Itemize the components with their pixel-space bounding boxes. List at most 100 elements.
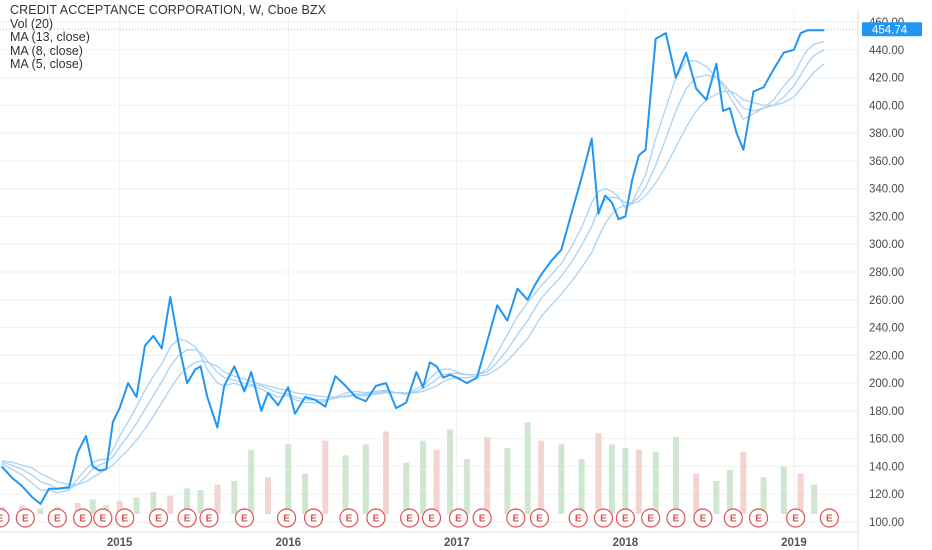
earnings-marker[interactable]: E [148, 508, 169, 528]
y-axis[interactable]: 100.00 120.00 140.00 160.00 180.00 200.00 220.… [857, 10, 904, 550]
earnings-label: E [428, 514, 435, 525]
legend-ma-5[interactable]: MA (5, close) [10, 57, 83, 71]
earnings-marker[interactable]: E [93, 508, 113, 528]
volume-bar [811, 484, 818, 514]
volume-layer [0, 422, 818, 514]
earnings-circle [506, 508, 526, 528]
volume-bar [760, 477, 767, 514]
y-tick-label: 440.00 [869, 45, 904, 57]
earnings-marker[interactable]: E [421, 508, 442, 528]
volume-bar [420, 440, 427, 514]
volume-bar [150, 492, 157, 514]
earnings-circle [748, 508, 769, 528]
earnings-layer[interactable]: EEEEEEEEEEEEEEEEEEEEEEEEEEEEEE [0, 508, 839, 528]
volume-bar [285, 444, 292, 514]
volume-bar [558, 444, 565, 514]
earnings-marker[interactable]: E [693, 508, 713, 528]
earnings-circle [115, 508, 135, 528]
volume-bar [184, 488, 191, 514]
earnings-marker[interactable]: E [234, 508, 255, 528]
earnings-marker[interactable]: E [666, 508, 686, 528]
earnings-label: E [600, 514, 607, 525]
legend-ma-8[interactable]: MA (8, close) [10, 43, 83, 58]
earnings-circle [47, 508, 67, 528]
legend-ma-13[interactable]: MA (13, close) [10, 30, 90, 44]
earnings-circle [93, 508, 113, 528]
earnings-marker[interactable]: E [199, 508, 219, 528]
x-tick-label: 2015 [107, 537, 133, 549]
earnings-label: E [22, 514, 29, 525]
volume-bar [433, 449, 440, 514]
earnings-label: E [700, 514, 707, 525]
earnings-label: E [755, 514, 762, 525]
earnings-label: E [206, 514, 213, 525]
earnings-marker[interactable]: E [615, 508, 635, 528]
earnings-label: E [826, 514, 833, 525]
earnings-marker[interactable]: E [448, 508, 469, 528]
volume-bar [403, 462, 410, 514]
earnings-marker[interactable]: E [568, 508, 588, 528]
earnings-label: E [373, 514, 380, 525]
x-axis[interactable]: 2015 2016 2017 2018 2019 [0, 531, 858, 549]
volume-bar [89, 499, 96, 514]
legend-volume[interactable]: Vol (20) [10, 16, 54, 31]
earnings-marker[interactable]: E [819, 508, 839, 528]
earnings-marker[interactable]: E [366, 508, 386, 528]
earnings-label: E [622, 514, 629, 525]
volume-bar [133, 497, 140, 514]
y-tick-label: 180.00 [869, 406, 904, 418]
volume-bar [608, 444, 615, 514]
earnings-label: E [184, 514, 191, 525]
ma-series-line [1, 63, 825, 486]
earnings-circle [339, 508, 359, 528]
earnings-marker[interactable]: E [303, 508, 324, 528]
earnings-label: E [0, 514, 4, 525]
earnings-marker[interactable]: E [506, 508, 526, 528]
earnings-label: E [283, 514, 290, 525]
earnings-marker[interactable]: E [72, 508, 93, 528]
y-tick-label: 200.00 [869, 378, 904, 390]
earnings-marker[interactable]: E [529, 508, 550, 528]
earnings-label: E [79, 514, 86, 525]
earnings-circle [819, 508, 839, 528]
volume-bar [447, 429, 454, 514]
earnings-circle [693, 508, 713, 528]
earnings-marker[interactable]: E [15, 508, 35, 528]
earnings-marker[interactable]: E [0, 508, 10, 528]
earnings-marker[interactable]: E [748, 508, 769, 528]
earnings-marker[interactable]: E [47, 508, 67, 528]
volume-bar [538, 440, 545, 514]
earnings-marker[interactable]: E [400, 508, 420, 528]
y-tick-label: 100.00 [869, 517, 904, 529]
earnings-marker[interactable]: E [472, 508, 492, 528]
volume-bar [504, 448, 511, 514]
earnings-marker[interactable]: E [593, 508, 614, 528]
earnings-marker[interactable]: E [115, 508, 135, 528]
earnings-marker[interactable]: E [723, 508, 743, 528]
y-tick-label: 420.00 [869, 73, 904, 85]
volume-bar [265, 477, 272, 514]
chart-title[interactable]: CREDIT ACCEPTANCE CORPORATION, W, Cboe B… [10, 3, 327, 17]
earnings-marker[interactable]: E [177, 508, 197, 528]
earnings-marker[interactable]: E [641, 508, 661, 528]
volume-bar [214, 484, 221, 514]
earnings-circle [177, 508, 197, 528]
y-tick-label: 400.00 [869, 100, 904, 112]
earnings-label: E [455, 514, 462, 525]
earnings-marker[interactable]: E [786, 508, 806, 528]
earnings-marker[interactable]: E [276, 508, 297, 528]
y-tick-label: 160.00 [869, 434, 904, 446]
y-tick-label: 120.00 [869, 489, 904, 501]
x-tick-label: 2019 [781, 537, 807, 549]
volume-bar [693, 473, 700, 514]
earnings-circle [148, 508, 169, 528]
volume-bar [74, 503, 81, 514]
earnings-label: E [536, 514, 543, 525]
earnings-marker[interactable]: E [339, 508, 359, 528]
earnings-label: E [792, 514, 799, 525]
volume-bar [713, 481, 720, 514]
volume-bar [37, 508, 44, 514]
x-tick-label: 2017 [444, 537, 470, 549]
earnings-circle [448, 508, 469, 528]
